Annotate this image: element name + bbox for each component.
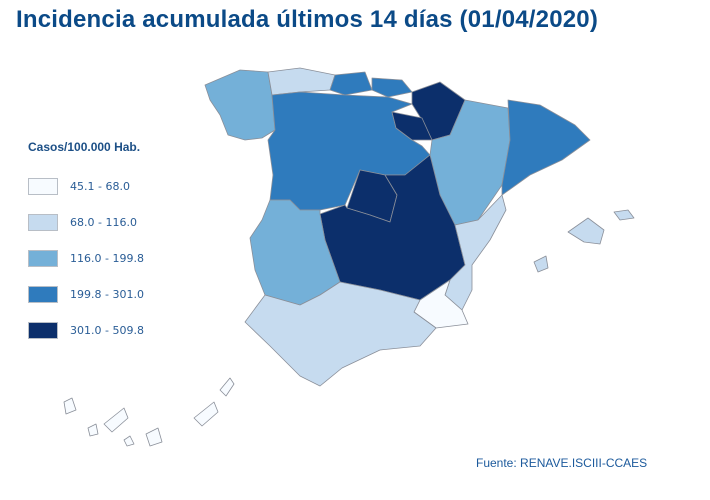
legend-item: 68.0 - 116.0 [28, 204, 144, 240]
region [567, 217, 605, 245]
region [145, 427, 163, 447]
legend: Casos/100.000 Hab. 45.1 - 68.0 68.0 - 11… [28, 140, 144, 348]
region [267, 67, 336, 96]
map-title: Incidencia acumulada últimos 14 días (01… [16, 6, 599, 33]
region [204, 69, 276, 141]
source-note: Fuente: RENAVE.ISCIII-CCAES [476, 456, 648, 470]
region [501, 99, 591, 196]
region [219, 377, 235, 397]
region [244, 281, 437, 387]
legend-title: Casos/100.000 Hab. [28, 140, 141, 154]
region [444, 194, 507, 311]
region [533, 255, 549, 273]
region [87, 423, 99, 437]
region [391, 111, 433, 141]
region [613, 209, 635, 221]
region [193, 401, 219, 427]
legend-label: 199.8 - 301.0 [70, 287, 144, 301]
region [371, 77, 413, 98]
legend-item: 301.0 - 509.8 [28, 312, 144, 348]
region [63, 397, 77, 415]
legend-label: 45.1 - 68.0 [70, 179, 130, 193]
legend-label: 116.0 - 199.8 [70, 251, 144, 265]
legend-item: 199.8 - 301.0 [28, 276, 144, 312]
legend-swatch [28, 321, 58, 339]
legend-item: 45.1 - 68.0 [28, 168, 144, 204]
legend-swatch [28, 285, 58, 303]
legend-swatch [28, 177, 58, 195]
legend-label: 301.0 - 509.8 [70, 323, 144, 337]
legend-swatch [28, 249, 58, 267]
legend-label: 68.0 - 116.0 [70, 215, 137, 229]
legend-item: 116.0 - 199.8 [28, 240, 144, 276]
legend-swatch [28, 213, 58, 231]
region [123, 435, 135, 447]
region [329, 71, 373, 96]
region [103, 407, 129, 433]
